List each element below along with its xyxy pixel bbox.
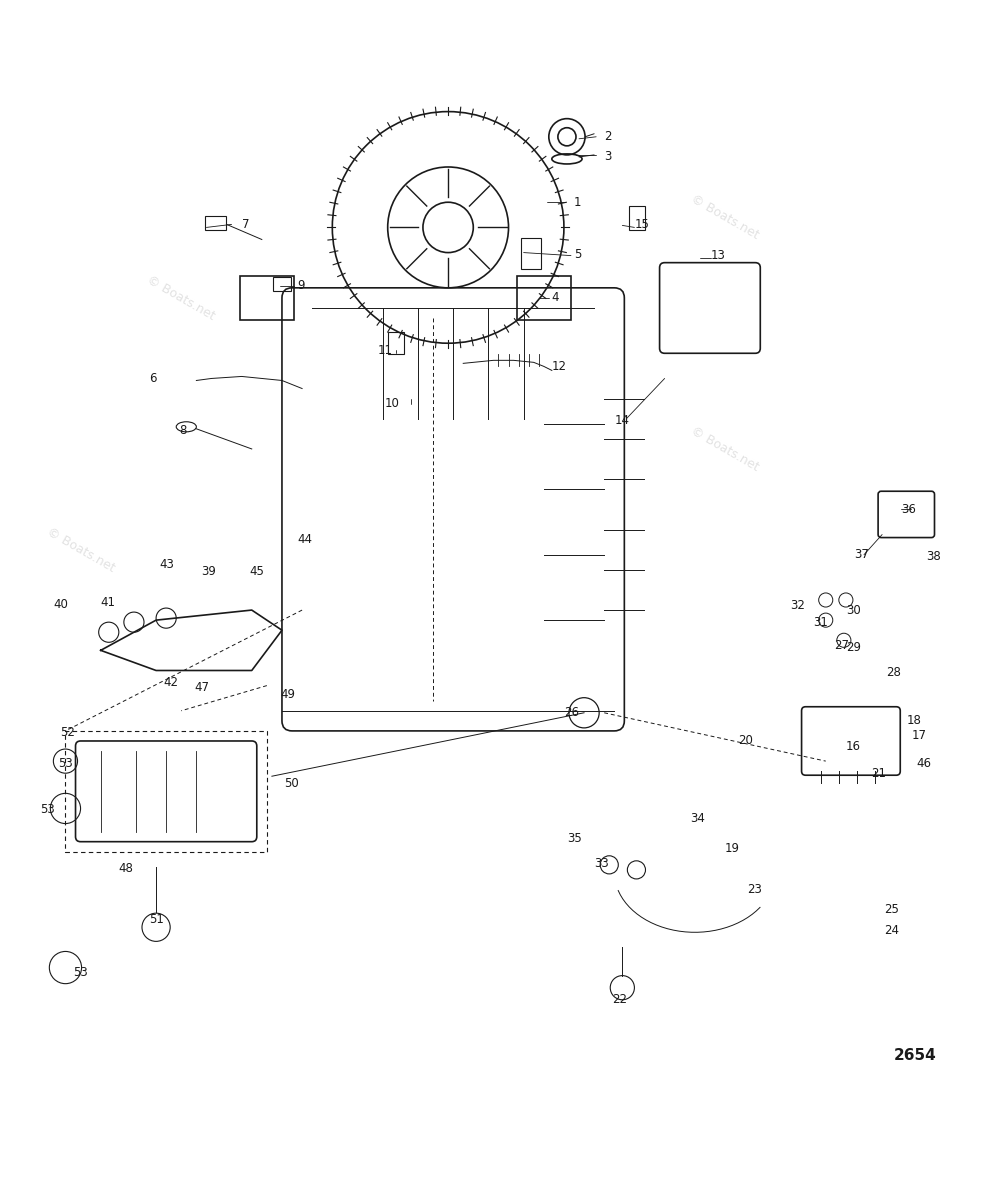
Text: 30: 30 [846, 604, 861, 617]
Text: © Boats.net: © Boats.net [689, 193, 761, 242]
Text: 19: 19 [725, 842, 740, 856]
Text: 25: 25 [884, 902, 899, 916]
Text: 27: 27 [834, 638, 849, 652]
Text: 18: 18 [906, 714, 921, 727]
Text: 6: 6 [149, 372, 156, 385]
Text: 35: 35 [567, 832, 582, 845]
Text: 12: 12 [552, 360, 567, 373]
Text: 52: 52 [60, 726, 76, 739]
Text: 10: 10 [385, 397, 400, 410]
Text: 31: 31 [814, 616, 829, 629]
Text: 53: 53 [58, 757, 74, 769]
Text: 37: 37 [854, 548, 869, 562]
Text: 45: 45 [250, 565, 265, 578]
Text: 34: 34 [690, 812, 705, 826]
Text: © Boats.net: © Boats.net [44, 524, 117, 575]
Text: 13: 13 [711, 250, 726, 262]
Text: 41: 41 [101, 595, 116, 608]
Text: 49: 49 [280, 688, 295, 701]
Text: 38: 38 [926, 550, 942, 563]
Text: 40: 40 [53, 598, 68, 611]
Text: 28: 28 [886, 666, 901, 679]
Text: 4: 4 [552, 292, 559, 305]
Text: 51: 51 [149, 913, 164, 925]
Text: 32: 32 [790, 599, 806, 612]
Text: 39: 39 [201, 565, 217, 578]
Text: 2654: 2654 [894, 1049, 937, 1063]
Text: 26: 26 [564, 707, 579, 719]
Text: 29: 29 [846, 641, 861, 654]
Text: 22: 22 [612, 994, 627, 1007]
Text: 3: 3 [604, 150, 611, 163]
Text: 53: 53 [74, 966, 89, 979]
Text: 7: 7 [242, 218, 249, 230]
Text: 44: 44 [297, 533, 312, 546]
Text: 24: 24 [884, 924, 899, 937]
Text: 11: 11 [378, 343, 393, 356]
Text: 43: 43 [159, 558, 174, 571]
Text: 50: 50 [284, 776, 299, 790]
Text: 42: 42 [163, 676, 178, 689]
Text: 8: 8 [179, 425, 186, 437]
Text: © Boats.net: © Boats.net [689, 425, 761, 474]
Text: 47: 47 [194, 682, 209, 694]
Text: 20: 20 [738, 734, 753, 748]
Text: 5: 5 [574, 248, 581, 262]
Text: 53: 53 [40, 803, 55, 816]
Text: 48: 48 [119, 863, 134, 875]
Text: 46: 46 [916, 757, 931, 769]
Text: 15: 15 [634, 218, 650, 230]
Text: 1: 1 [574, 196, 581, 209]
Text: 2: 2 [604, 131, 611, 143]
Text: 23: 23 [747, 882, 762, 895]
Text: 17: 17 [911, 730, 926, 743]
Text: 21: 21 [871, 767, 886, 780]
Text: © Boats.net: © Boats.net [145, 274, 218, 323]
Text: 33: 33 [594, 857, 609, 870]
Text: 9: 9 [297, 280, 304, 293]
Text: 36: 36 [901, 503, 916, 516]
Text: 16: 16 [846, 739, 861, 752]
Text: 14: 14 [614, 414, 629, 427]
